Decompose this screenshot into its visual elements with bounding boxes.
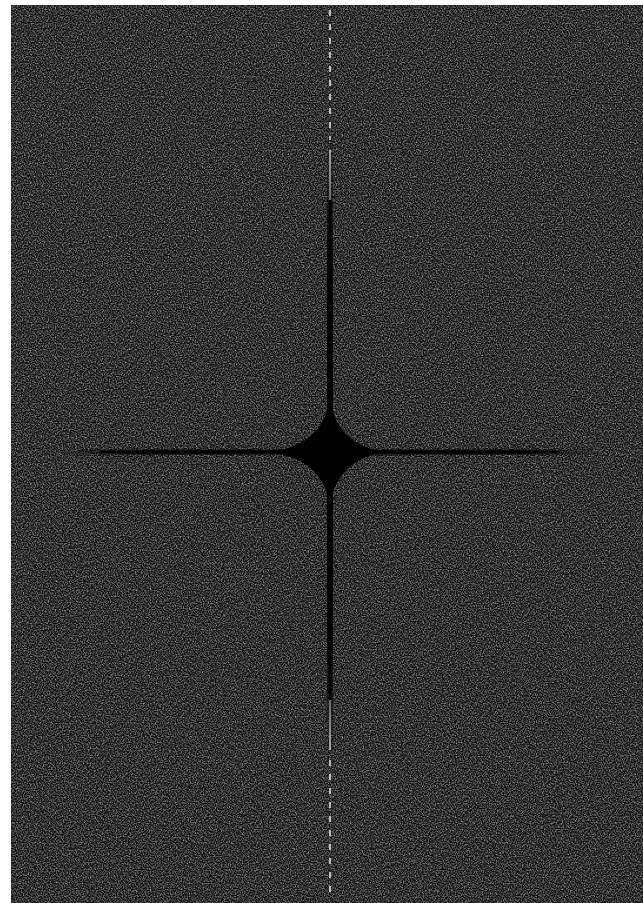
center-peak xyxy=(316,436,344,468)
